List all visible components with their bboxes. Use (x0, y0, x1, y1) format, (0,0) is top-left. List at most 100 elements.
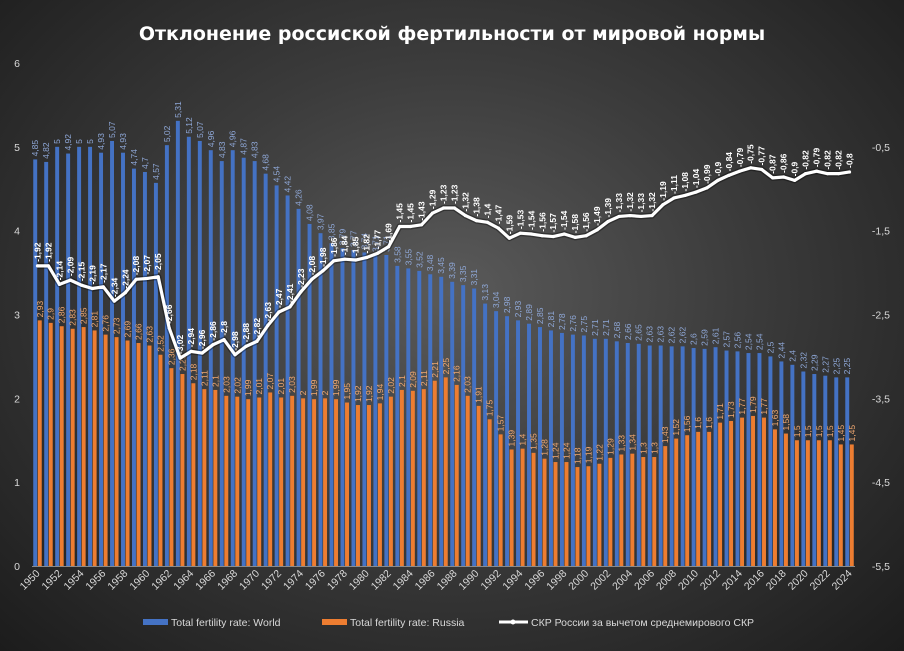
data-label-world: 2,63 (656, 326, 666, 343)
legend-diff-label: СКР России за вычетом среднемирового СКР (531, 617, 754, 629)
data-label-russia: 2,03 (221, 376, 231, 393)
data-label-world: 2,68 (612, 322, 622, 339)
x-tick-label: 1976 (303, 568, 328, 593)
data-label-diff: -1,57 (548, 213, 558, 233)
chart-title: Отклонение россиской фертильности от мир… (139, 23, 765, 45)
data-label-world: 2,44 (776, 342, 786, 359)
bar-world (110, 140, 114, 566)
bar-russia (301, 398, 306, 566)
data-label-world: 3,31 (469, 269, 479, 286)
data-label-diff: -0,87 (768, 154, 778, 174)
diff-point (101, 285, 105, 289)
data-label-world: 2,25 (831, 358, 841, 375)
bar-russia (751, 415, 756, 566)
data-label-diff: -1,92 (43, 242, 53, 262)
bar-world (680, 346, 685, 566)
bar-world (823, 375, 828, 566)
data-label-world: 3,35 (458, 265, 468, 282)
data-label-world: 2,98 (502, 296, 512, 313)
bar-russia (366, 405, 371, 566)
data-label-diff: -2,23 (296, 268, 306, 288)
data-label-russia: 1,3 (649, 442, 659, 454)
diff-point (518, 231, 522, 235)
bar-russia (740, 417, 745, 566)
diff-point (178, 356, 182, 360)
bar-russia (531, 452, 536, 566)
data-label-diff: -1,54 (559, 210, 569, 230)
data-label-diff: -2,98 (230, 331, 240, 351)
diff-point (639, 214, 643, 219)
bar-russia (136, 343, 141, 566)
data-label-diff: -2,15 (76, 262, 86, 282)
bar-russia (729, 420, 734, 566)
data-label-world: 5,07 (107, 121, 117, 138)
diff-point (222, 338, 226, 342)
diff-point (485, 220, 489, 224)
bar-russia (707, 431, 712, 566)
bar-world (713, 347, 718, 566)
x-axis: 1950195219541956195819601962196419661968… (18, 566, 855, 593)
data-label-diff: -2,14 (54, 261, 64, 281)
bar-russia (421, 389, 426, 566)
data-label-diff: -1,23 (449, 184, 459, 204)
bar-russia (356, 405, 360, 566)
data-label-diff: -0,9 (790, 161, 800, 176)
y-tick-label-left: 1 (14, 477, 20, 489)
bar-world (516, 320, 521, 566)
data-label-diff: -1,04 (691, 168, 701, 188)
diff-point (79, 283, 83, 287)
bar-world (538, 327, 542, 566)
data-label-world: 2,81 (546, 311, 556, 328)
data-label-diff: -1,32 (647, 192, 657, 212)
x-tick-label: 1984 (391, 568, 416, 593)
bar-world (230, 150, 235, 567)
data-label-world: 4,85 (30, 140, 40, 157)
bar-world (494, 311, 499, 566)
data-label-russia: 2,03 (463, 376, 473, 393)
data-label-world: 3,45 (436, 257, 446, 274)
data-label-russia: 2,07 (265, 373, 275, 390)
data-label-world: 4,7 (140, 157, 150, 169)
x-tick-label: 1994 (500, 568, 525, 593)
bar-russia (641, 457, 646, 566)
diff-point (299, 290, 303, 294)
bar-russia (762, 417, 766, 566)
data-label-world: 2,75 (579, 316, 589, 333)
data-label-diff: -2,8 (219, 321, 229, 336)
diff-point (496, 226, 500, 230)
bar-world (142, 171, 147, 566)
bar-russia (619, 454, 624, 566)
diff-point (661, 203, 665, 207)
diff-point (672, 196, 676, 200)
x-tick-label: 2002 (588, 568, 613, 593)
diff-point (419, 223, 424, 227)
data-label-world: 5,02 (162, 125, 172, 142)
bar-world (812, 374, 817, 566)
data-label-diff: -2,17 (98, 263, 108, 283)
data-label-russia: 1,92 (353, 385, 363, 402)
data-label-diff: -1,58 (570, 214, 580, 234)
diff-point (398, 224, 402, 229)
data-label-russia: 1,77 (737, 398, 747, 415)
data-label-diff: -0,79 (812, 147, 822, 167)
x-tick-label: 1990 (457, 568, 482, 593)
data-label-diff: -1,84 (340, 236, 350, 256)
x-tick-label: 1958 (105, 568, 130, 593)
data-label-russia: 1,99 (243, 379, 253, 396)
x-tick-label: 1970 (237, 568, 262, 593)
bar-russia (59, 326, 64, 566)
data-label-russia: 1,34 (627, 434, 637, 451)
bar-world (219, 161, 224, 566)
x-tick-label: 1964 (171, 568, 196, 593)
bar-russia (476, 405, 481, 566)
data-label-diff: -2,05 (153, 253, 163, 273)
bar-russia (487, 419, 492, 566)
data-label-world: 2,89 (524, 304, 534, 321)
x-tick-label: 1954 (61, 568, 86, 593)
x-tick-label: 1966 (193, 568, 218, 593)
data-label-world: 4,83 (250, 141, 260, 158)
data-label-world: 2,65 (634, 324, 644, 341)
data-label-russia: 1,79 (748, 396, 758, 413)
x-tick-label: 1956 (83, 568, 108, 593)
bar-russia (805, 440, 810, 566)
